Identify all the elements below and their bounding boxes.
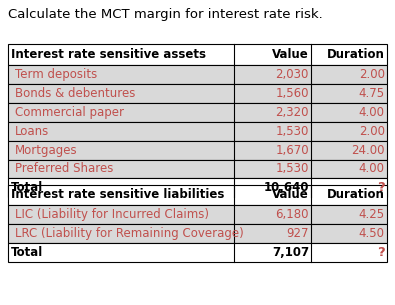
Text: 1,530: 1,530 [276, 125, 309, 138]
Text: Total: Total [11, 246, 43, 259]
Text: 4.75: 4.75 [359, 87, 385, 100]
Text: Mortgages: Mortgages [15, 144, 78, 156]
Text: 4.25: 4.25 [359, 208, 385, 221]
Text: 2.00: 2.00 [359, 68, 385, 81]
Bar [8, 224, 387, 243]
Text: 2,320: 2,320 [275, 106, 309, 119]
Text: Total: Total [11, 181, 43, 194]
Text: 927: 927 [286, 227, 309, 240]
Text: LRC (Liability for Remaining Coverage): LRC (Liability for Remaining Coverage) [15, 227, 244, 240]
Bar [8, 178, 387, 197]
Text: Interest rate sensitive assets: Interest rate sensitive assets [11, 48, 206, 61]
Text: 4.00: 4.00 [359, 163, 385, 175]
Text: 1,560: 1,560 [275, 87, 309, 100]
Bar [8, 243, 387, 262]
Text: ?: ? [377, 181, 385, 194]
Bar [8, 205, 387, 224]
Text: Bonds & debentures: Bonds & debentures [15, 87, 135, 100]
Text: Preferred Shares: Preferred Shares [15, 163, 113, 175]
Text: 4.00: 4.00 [359, 106, 385, 119]
Text: 2,030: 2,030 [276, 68, 309, 81]
Bar [8, 103, 387, 122]
Text: Term deposits: Term deposits [15, 68, 97, 81]
Text: Duration: Duration [327, 48, 385, 61]
Bar [8, 44, 387, 65]
Bar [8, 160, 387, 178]
Text: Interest rate sensitive liabilities: Interest rate sensitive liabilities [11, 188, 224, 201]
Bar [8, 122, 387, 141]
Text: LIC (Liability for Incurred Claims): LIC (Liability for Incurred Claims) [15, 208, 209, 221]
Text: 10,640: 10,640 [263, 181, 309, 194]
Bar [8, 141, 387, 160]
Text: 6,180: 6,180 [275, 208, 309, 221]
Text: Commercial paper: Commercial paper [15, 106, 124, 119]
Text: 2.00: 2.00 [359, 125, 385, 138]
Bar [8, 84, 387, 103]
Text: 1,670: 1,670 [275, 144, 309, 156]
Text: 7,107: 7,107 [272, 246, 309, 259]
Text: 4.50: 4.50 [359, 227, 385, 240]
Text: 1,530: 1,530 [276, 163, 309, 175]
Bar [8, 185, 387, 205]
Text: Duration: Duration [327, 188, 385, 201]
Text: Value: Value [272, 188, 309, 201]
Text: Loans: Loans [15, 125, 49, 138]
Text: Value: Value [272, 48, 309, 61]
Text: Calculate the MCT margin for interest rate risk.: Calculate the MCT margin for interest ra… [8, 8, 323, 21]
Bar [8, 65, 387, 84]
Text: ?: ? [377, 246, 385, 259]
Text: 24.00: 24.00 [351, 144, 385, 156]
